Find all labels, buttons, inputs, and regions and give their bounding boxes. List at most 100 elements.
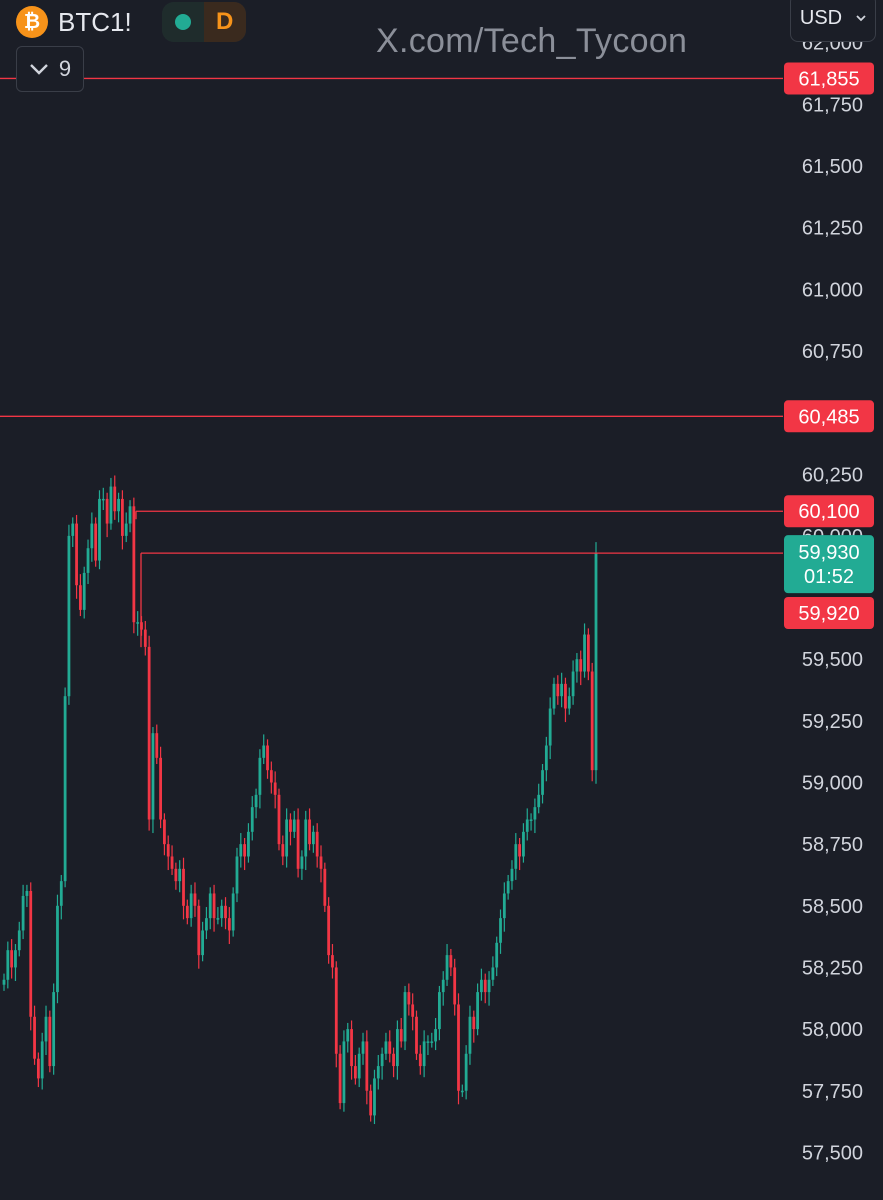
low-price-label-box [784, 597, 874, 629]
candle-body [94, 523, 98, 561]
candle-body [468, 1016, 472, 1054]
candle-body [159, 757, 162, 820]
candle-body [124, 523, 128, 536]
y-axis-tick-label: 61,250 [802, 218, 863, 240]
price-line-label: 60,100 [798, 501, 859, 523]
candle-body [101, 498, 105, 501]
candle-body [189, 893, 193, 919]
price-line-label: 61,855 [798, 68, 859, 90]
candle-body [334, 967, 338, 1054]
symbol-toolbar: ₿ BTC1! D [16, 2, 246, 42]
candle-body [216, 918, 220, 920]
candle-body [323, 868, 327, 906]
candle-body [56, 905, 59, 993]
candle-body [407, 992, 411, 1005]
candle-body [273, 782, 277, 795]
candle-body [224, 905, 227, 919]
candle-body [147, 646, 151, 820]
candle-body [353, 1066, 357, 1079]
candle-body [29, 891, 33, 1017]
candle-body [346, 1029, 350, 1042]
candle-body [117, 498, 120, 512]
y-axis-tick-label: 57,500 [802, 1142, 863, 1164]
candle-body [445, 955, 449, 980]
candle-body [21, 895, 25, 931]
chevron-down-icon [856, 14, 866, 21]
candle-body [178, 868, 182, 882]
candle-body [48, 1016, 52, 1067]
market-status-pill[interactable]: D [161, 2, 246, 42]
candle-body [304, 819, 308, 857]
candle-body [376, 1066, 380, 1079]
candle-body [541, 770, 544, 795]
indicator-count: 9 [58, 56, 72, 81]
candle-body [506, 881, 510, 894]
candle-body [208, 893, 212, 919]
candle-body [315, 831, 319, 857]
currency-selector[interactable]: USD [790, 0, 876, 42]
candle-body [415, 1016, 418, 1054]
candle-body [441, 979, 445, 993]
candle-body [571, 671, 575, 697]
low-price-label: 59,920 [798, 603, 859, 625]
candle-body [514, 844, 518, 869]
y-axis-tick-label: 59,000 [802, 773, 863, 795]
candle-body [438, 992, 441, 1030]
candle-body [586, 634, 590, 672]
candle-body [460, 1090, 464, 1093]
symbol-name[interactable]: BTC1! [58, 6, 132, 37]
candle-body [308, 819, 311, 845]
candle-body [266, 745, 269, 771]
candle-body [254, 794, 258, 808]
candle-body [548, 708, 552, 746]
candle-body [6, 950, 10, 980]
candle-body [331, 955, 334, 968]
candle-body [395, 1029, 399, 1067]
candle-body [128, 506, 132, 524]
candle-body [227, 918, 231, 931]
candle-body [212, 893, 216, 919]
candle-body [338, 1053, 342, 1104]
candle-body [403, 992, 407, 1042]
candle-body [583, 634, 586, 672]
candle-body [33, 1016, 36, 1059]
candle-body [105, 498, 109, 524]
candle-body [533, 807, 537, 820]
y-axis-tick-label: 61,500 [802, 156, 863, 178]
candle-body [510, 868, 514, 882]
y-axis-tick-label: 58,000 [802, 1019, 863, 1041]
candle-body [487, 979, 491, 993]
candle-body [82, 572, 86, 610]
candle-body [411, 1004, 415, 1017]
candle-body [529, 819, 533, 821]
candle-body [342, 1041, 346, 1104]
candle-body [78, 585, 82, 610]
candle-body [426, 1041, 430, 1043]
candle-body [319, 856, 323, 869]
candle-body [121, 498, 124, 536]
interval-label[interactable]: D [203, 2, 246, 42]
currency-label: USD [799, 6, 843, 29]
candle-body [357, 1053, 361, 1079]
candle-body [495, 942, 499, 968]
candle-body [560, 683, 564, 697]
candle-body [575, 659, 579, 672]
candle-body [590, 671, 594, 771]
candle-body [75, 523, 78, 586]
candle-body [220, 905, 224, 919]
candle-body [388, 1041, 392, 1054]
candle-body [384, 1041, 388, 1054]
watermark-text: X.com/Tech_Tycoon [376, 22, 688, 60]
indicators-collapse-button[interactable]: 9 [16, 46, 84, 92]
candle-body [205, 918, 208, 931]
candle-body [361, 1041, 365, 1054]
candle-body [300, 856, 304, 869]
candle-body [434, 1029, 437, 1042]
candle-body [239, 844, 243, 857]
candle-body [552, 683, 556, 709]
candle-body [2, 979, 6, 985]
candle-body [90, 523, 94, 549]
candle-body [483, 979, 487, 993]
candle-body [247, 831, 250, 857]
